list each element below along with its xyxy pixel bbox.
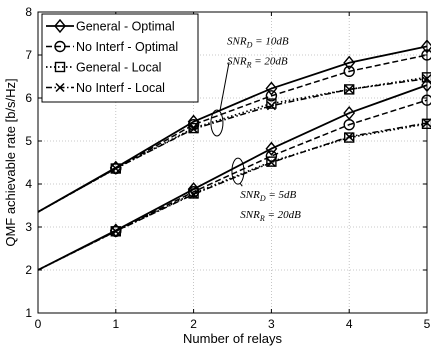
- legend-item: General - Optimal: [46, 18, 175, 34]
- series-no-interf-local-low-line: [37, 122, 428, 271]
- annotation-subscript: R: [246, 60, 252, 69]
- annotation-ellipse: [210, 109, 224, 137]
- series-general-local-low-point: [266, 156, 277, 167]
- annotation-base: SNR: [240, 189, 260, 201]
- annotation-text: SNRR = 20dB: [227, 55, 288, 69]
- x-marker-stroke: [189, 124, 199, 134]
- legend-label: General - Local: [76, 61, 161, 75]
- legend-marker: [54, 61, 66, 73]
- legend-item: No Interf - Optimal: [46, 40, 178, 54]
- y-tick-label: 2: [25, 263, 32, 277]
- annotation-leader: [219, 62, 230, 112]
- series-general-local-low-point: [188, 188, 199, 199]
- x-tick-label: 2: [190, 317, 197, 331]
- series-no-interf-local-high-point: [111, 163, 121, 174]
- y-tick-label: 5: [25, 134, 32, 148]
- series-layer: [37, 39, 431, 271]
- x-marker-stroke: [111, 163, 121, 174]
- legend-marker: [55, 82, 65, 93]
- series-no-interf-optimal-low-line: [37, 99, 428, 271]
- x-marker-stroke: [266, 157, 276, 168]
- annotation-subscript: D: [246, 40, 253, 49]
- annotation-base: SNR: [227, 55, 247, 67]
- y-tick-label: 1: [25, 306, 32, 320]
- series-no-interf-local-high-line: [37, 77, 428, 213]
- x-tick-label: 1: [112, 317, 119, 331]
- x-marker-stroke: [344, 132, 354, 142]
- x-marker-stroke: [189, 189, 199, 199]
- series-general-optimal-high-point: [265, 81, 278, 96]
- annotation-base: SNR: [227, 35, 247, 47]
- x-marker-stroke: [111, 226, 121, 236]
- series-no-interf-optimal-high-line: [37, 54, 428, 213]
- series-general-local-high-point: [110, 163, 122, 174]
- series-general-local-low-line: [37, 122, 428, 271]
- series-no-interf-local-low-point: [111, 226, 121, 236]
- legend-marker: [54, 18, 66, 34]
- x-tick-label: 3: [268, 317, 275, 331]
- legend: General - Optimal No Interf - Optimal Gene…: [41, 13, 199, 103]
- annotation-ellipse: [231, 157, 245, 185]
- x-tick-label: 5: [424, 317, 431, 331]
- annotation-text: SNRR = 20dB: [240, 209, 301, 223]
- series-no-interf-local-high-point: [266, 101, 276, 111]
- series-general-optimal-low-point: [265, 141, 278, 156]
- legend-item: General - Local: [46, 61, 161, 75]
- annotation-text: SNRD = 10dB: [227, 35, 289, 49]
- series-no-interf-optimal-low-point: [343, 118, 355, 131]
- y-tick-label: 3: [25, 220, 32, 234]
- annotation-text: SNRD = 5dB: [240, 189, 296, 203]
- legend-label: General - Optimal: [76, 20, 175, 34]
- x-marker-stroke: [266, 101, 276, 111]
- y-tick-label: 6: [25, 91, 32, 105]
- x-tick-label: 4: [346, 317, 353, 331]
- annotation-subscript: D: [259, 194, 266, 203]
- y-axis-label: QMF achievable rate [b/s/Hz]: [3, 78, 18, 246]
- annotation-subscript: R: [259, 214, 265, 223]
- series-no-interf-optimal-high-point: [265, 90, 278, 102]
- x-marker-stroke: [344, 84, 354, 94]
- annotation-leader: [239, 182, 243, 187]
- annotation-base: SNR: [240, 209, 260, 221]
- series-general-local-high-point: [266, 98, 277, 109]
- series-general-local-low: [37, 118, 431, 271]
- series-no-interf-local-low-point: [266, 157, 276, 168]
- plot-frame: [37, 11, 428, 314]
- series-no-interf-local-high-point: [189, 124, 199, 134]
- x-marker-stroke: [55, 82, 65, 93]
- annotation-rest: = 5dB: [266, 189, 297, 201]
- annotation-rest: = 20dB: [252, 55, 288, 67]
- series-general-optimal-high-point: [343, 55, 356, 70]
- legend-marker: [54, 40, 66, 53]
- y-tick-label: 7: [25, 48, 32, 62]
- series-no-interf-optimal-low-point: [265, 150, 278, 162]
- series-no-interf-local-low-point: [189, 189, 199, 199]
- y-tick-label: 8: [25, 5, 32, 19]
- x-axis-label: Number of relays: [183, 331, 282, 346]
- legend-label: No Interf - Local: [76, 81, 165, 95]
- annotation-rest: = 20dB: [265, 209, 301, 221]
- series-no-interf-optimal-high-point: [343, 65, 355, 78]
- series-general-local-low-point: [110, 226, 122, 237]
- legend-label: No Interf - Optimal: [76, 40, 178, 54]
- legend-item: No Interf - Local: [46, 81, 165, 95]
- annotation-rest: = 10dB: [252, 35, 288, 47]
- y-tick-label: 4: [25, 177, 32, 191]
- x-tick-label: 0: [35, 317, 42, 331]
- series-no-interf-local-low: [37, 118, 431, 271]
- series-no-interf-local-low-point: [344, 132, 354, 142]
- series-no-interf-local-high-point: [344, 84, 354, 94]
